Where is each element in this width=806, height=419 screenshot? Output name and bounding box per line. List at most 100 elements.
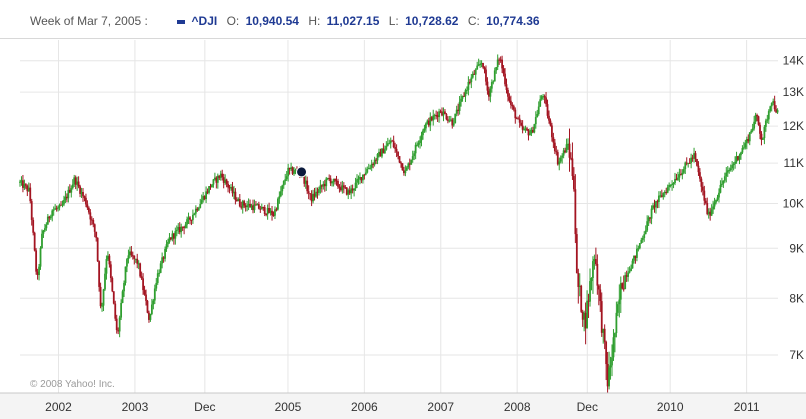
candle-body <box>161 257 164 264</box>
candle-body <box>631 260 634 269</box>
candle-body <box>646 221 649 231</box>
candle-body <box>159 263 162 273</box>
candle-body <box>137 263 140 265</box>
open-value: 10,940.54 <box>245 14 299 28</box>
candle-body <box>775 109 778 113</box>
candle-body <box>449 119 452 121</box>
candle-body <box>671 183 673 185</box>
candle-body <box>294 169 297 173</box>
candle-body <box>115 318 118 331</box>
candle-body <box>731 165 734 169</box>
candle-body <box>744 143 747 148</box>
candle-body <box>369 167 372 169</box>
candle-body <box>712 206 715 210</box>
candle-body <box>61 204 64 206</box>
candle-body <box>565 144 568 153</box>
candle-body <box>596 263 599 286</box>
candle-body <box>55 208 58 210</box>
candle-body <box>701 186 704 191</box>
candle-body <box>398 156 401 163</box>
candle-body <box>121 291 124 303</box>
candle-body <box>219 173 222 178</box>
candle-body <box>734 161 736 164</box>
candle-body <box>172 233 175 239</box>
candle-body <box>549 120 552 126</box>
candle-body <box>190 219 193 221</box>
candle-body <box>331 182 334 184</box>
candle-body <box>395 148 398 152</box>
candle-body <box>174 231 177 239</box>
candle-body <box>312 193 314 202</box>
candle-body <box>45 224 48 229</box>
candle-body <box>422 130 424 136</box>
candle-body <box>104 273 106 290</box>
candle-body <box>445 114 448 120</box>
candle-body <box>432 115 435 121</box>
candle-body <box>477 64 480 66</box>
candle-body <box>112 291 115 304</box>
candle-body <box>189 217 191 220</box>
candle-body <box>455 109 458 114</box>
candle-body <box>760 133 763 140</box>
candle-body <box>348 190 351 194</box>
candle-body <box>101 305 103 307</box>
candle-body <box>127 255 130 260</box>
candle-body <box>285 176 288 180</box>
candle-body <box>627 272 630 277</box>
candle-body <box>269 210 272 213</box>
candle-body <box>558 161 561 165</box>
candle-body <box>518 118 521 123</box>
candle-body <box>76 181 79 185</box>
candle-body <box>423 128 426 131</box>
candle-body <box>706 203 709 215</box>
candle-body <box>697 165 700 173</box>
candle-body <box>244 205 247 208</box>
candle-body <box>385 145 388 150</box>
candle-body <box>716 197 719 200</box>
x-tick-label: 2006 <box>351 400 378 414</box>
candle-body <box>433 115 436 117</box>
x-tick-label: 2005 <box>275 400 302 414</box>
candle-body <box>221 173 224 178</box>
candle-body <box>77 181 80 187</box>
candle-body <box>435 115 438 117</box>
candle-body <box>542 96 545 98</box>
candle-body <box>470 77 473 83</box>
candle-body <box>79 186 81 194</box>
candle-body <box>329 178 332 184</box>
candle-body <box>694 153 697 160</box>
candle-body <box>102 289 105 306</box>
candle-body <box>766 119 769 121</box>
candle-body <box>367 168 370 170</box>
candle-body <box>345 187 348 195</box>
candle-body <box>410 159 413 165</box>
candle-body <box>681 172 684 176</box>
candle-body <box>165 244 168 249</box>
selected-week-marker[interactable] <box>296 166 308 178</box>
copyright-text: © 2008 Yahoo! Inc. <box>30 379 115 390</box>
candle-body <box>740 152 742 156</box>
candle-body <box>359 177 361 179</box>
candle-body <box>580 285 583 312</box>
candle-body <box>726 170 729 173</box>
candle-body <box>666 187 669 193</box>
candle-body <box>123 282 125 292</box>
candle-body <box>581 311 584 320</box>
candle-body <box>288 167 291 170</box>
candle-body <box>389 140 392 144</box>
candle-body <box>213 177 216 180</box>
candle-body <box>523 129 525 131</box>
candle-body <box>540 96 543 100</box>
candle-body <box>202 196 205 201</box>
candle-body <box>562 150 565 156</box>
candle-body <box>738 155 741 160</box>
candle-body <box>58 204 61 208</box>
candle-body <box>630 268 632 272</box>
candle-body <box>584 312 587 329</box>
candle-body <box>39 248 42 267</box>
candle-body <box>243 201 246 206</box>
candle-body <box>767 111 770 120</box>
candle-body <box>155 282 158 289</box>
